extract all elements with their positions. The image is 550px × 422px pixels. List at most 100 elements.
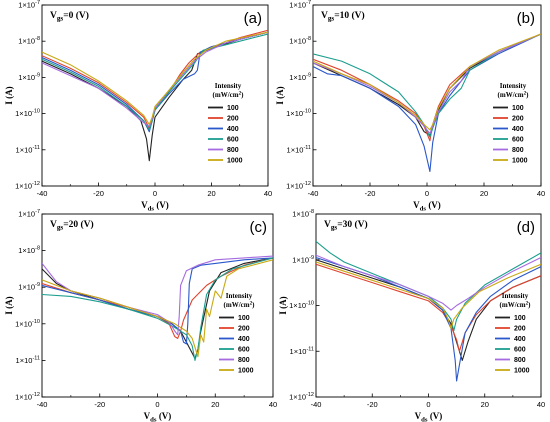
y-tick-label: 1×10-12 [286,181,311,191]
legend-entry-800: 800 [227,147,239,154]
x-tick-label: 0 [153,189,157,198]
legend-entry-800: 800 [514,357,526,364]
x-tick-label: -40 [37,400,48,409]
legend-entry-400: 400 [512,126,524,133]
series-group [42,29,268,162]
gate-voltage-label: Vgs=30 (V) [324,219,368,232]
legend: Intensity(mW/cm2) 100 200 400 600 800 1000 [208,82,244,165]
x-tick-label: 0 [425,189,429,198]
legend-entry-800: 800 [238,357,250,364]
x-tick-label: 20 [480,189,488,198]
x-tick-label: 40 [269,400,277,409]
y-tick-label: 1×10-9 [18,282,40,292]
x-tick-label: -40 [311,400,322,409]
gate-voltage-label: Vgs=20 (V) [50,219,94,232]
panel-letter: (d) [517,219,535,236]
series-line-800 [316,254,541,311]
x-axis-label: Vds (V) [415,411,443,422]
legend-entry-600: 600 [514,347,526,354]
y-tick-label: 1×10-10 [286,109,311,119]
legend: Intensity(mW/cm2) 100 200 400 600 800 1000 [495,292,531,375]
series-line-1000 [42,31,268,126]
legend-title: Intensity [502,292,529,300]
series-line-800 [313,33,541,135]
y-tick-label: 1×10-11 [287,145,311,155]
legend-entry-600: 600 [238,347,250,354]
legend-entry-200: 200 [512,116,524,123]
legend-entry-400: 400 [238,336,250,343]
x-axis-label: Vds (V) [413,200,441,213]
panel-a: -40 -20 0 20 40 1×10-12 1×10-11 1×10-10 1×10-9 1×… [4,0,272,213]
legend-entry-1000: 1000 [512,158,528,165]
gate-voltage-label: Vgs=0 (V) [50,10,89,23]
legend-entry-800: 800 [512,147,524,154]
series-line-400 [316,256,541,382]
series-line-1000 [42,259,273,358]
legend-subtitle: (mW/cm2) [213,91,245,99]
legend-entry-1000: 1000 [514,368,530,375]
y-tick-label: 1×10-8 [18,36,40,46]
y-tick-label: 1×10-10 [15,109,40,119]
y-tick-label: 1×10-7 [18,0,40,10]
x-tick-label: 40 [264,189,272,198]
panel-letter: (b) [517,10,535,27]
x-tick-label: -20 [367,400,378,409]
series-group [42,255,273,361]
panel-letter: (a) [244,10,262,27]
legend: Intensity(mW/cm2) 100 200 400 600 800 1000 [493,82,529,165]
y-axis-label: I (A) [4,296,14,314]
x-tick-label: -40 [308,189,319,198]
legend-title: Intensity [215,82,242,90]
y-tick-label: 1×10-11 [16,145,40,155]
y-axis-label: I (A) [278,296,288,314]
legend-entry-100: 100 [238,315,250,322]
x-tick-label: -20 [94,400,105,409]
y-tick-label: 1×10-12 [15,181,40,191]
y-tick-label: 1×10-7 [18,209,40,219]
x-tick-label: -20 [93,189,104,198]
legend-entry-200: 200 [227,116,239,123]
legend-entry-100: 100 [227,105,239,112]
y-tick-label: 1×10-11 [290,346,314,356]
y-tick-label: 1×10-8 [18,246,40,256]
x-tick-label: 40 [537,400,545,409]
panel-d: -40 -20 0 20 40 1×10-12 1×10-11 1×10-10 1×10-9 1×… [278,209,545,422]
legend-subtitle: (mW/cm2) [500,301,532,309]
legend-entry-200: 200 [514,326,526,333]
legend-entry-600: 600 [227,137,239,144]
y-tick-label: 1×10-9 [292,255,314,265]
legend-entry-400: 400 [227,126,239,133]
legend-entry-100: 100 [512,105,524,112]
gate-voltage-label: Vgs=10 (V) [321,10,365,23]
legend-entry-200: 200 [238,326,250,333]
legend-subtitle: (mW/cm2) [224,301,256,309]
series-line-600 [42,257,273,361]
legend-entry-100: 100 [514,315,526,322]
x-tick-label: 0 [155,400,159,409]
series-line-1000 [316,261,541,329]
panel-letter: (c) [250,219,268,236]
series-line-600 [316,240,541,332]
panel-b: -40 -20 0 20 40 1×10-12 1×10-11 1×10-10 1×10-9 1×… [275,0,545,213]
y-tick-label: 1×10-10 [15,319,40,329]
x-tick-label: 20 [481,400,489,409]
legend-entry-400: 400 [514,336,526,343]
series-group [313,33,541,173]
series-line-200 [42,29,268,129]
y-tick-label: 1×10-8 [289,36,311,46]
panel-c: -40 -20 0 20 40 1×10-12 1×10-11 1×10-10 1×10-9 1×… [4,209,277,422]
legend-title: Intensity [226,292,253,300]
legend-subtitle: (mW/cm2) [498,91,530,99]
legend: Intensity(mW/cm2) 100 200 400 600 800 1000 [219,292,255,375]
y-tick-label: 1×10-7 [289,0,311,10]
legend-entry-1000: 1000 [238,368,254,375]
y-tick-label: 1×10-10 [289,301,314,311]
x-tick-label: -20 [365,189,376,198]
y-tick-label: 1×10-12 [15,392,40,402]
series-line-600 [313,33,541,138]
legend-title: Intensity [500,82,527,90]
x-tick-label: 40 [537,189,545,198]
y-tick-label: 1×10-9 [18,72,40,82]
y-tick-label: 1×10-8 [292,209,314,219]
